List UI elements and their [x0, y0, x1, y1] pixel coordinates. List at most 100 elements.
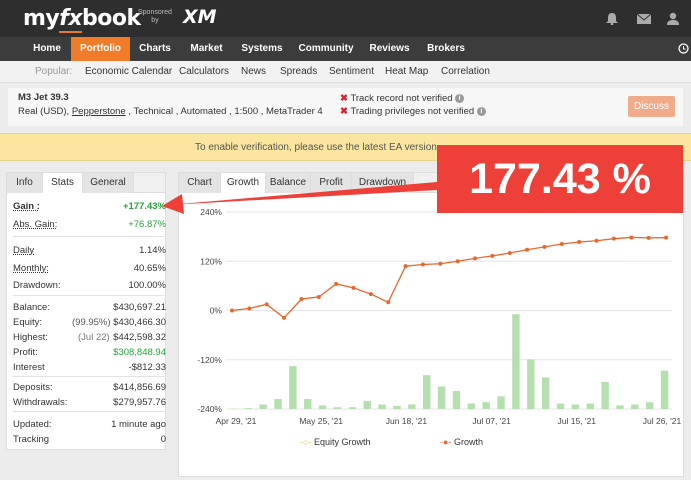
- mail-icon[interactable]: [637, 12, 651, 25]
- chart-panel: Chart Growth Balance Profit Drawdown: [178, 172, 684, 477]
- bell-icon[interactable]: [605, 12, 619, 25]
- growth-point: [473, 256, 478, 261]
- volume-bar: [452, 390, 461, 409]
- volume-bar: [408, 404, 416, 409]
- volume-bar: [616, 405, 624, 409]
- tab-profit[interactable]: Profit: [311, 173, 352, 193]
- y-tick-label: -120%: [197, 355, 222, 365]
- subnav-economic-calendar[interactable]: Economic Calendar: [85, 66, 173, 77]
- subnav-sentiment[interactable]: Sentiment: [329, 66, 375, 77]
- tab-info[interactable]: Info: [7, 173, 43, 193]
- volume-bar: [467, 403, 476, 409]
- growth-point: [542, 244, 547, 249]
- volume-bar: [348, 407, 357, 409]
- subnav-news[interactable]: News: [241, 66, 267, 77]
- growth-point: [664, 235, 668, 240]
- nav-community[interactable]: Community: [298, 43, 354, 54]
- broker-link[interactable]: Pepperstone: [71, 106, 126, 117]
- nav-systems[interactable]: Systems: [241, 43, 283, 54]
- y-tick-label: -240%: [197, 404, 222, 414]
- info-icon[interactable]: i: [455, 93, 465, 103]
- growth-point: [264, 302, 269, 307]
- trading-privileges-warning: ✖ Trading privileges not verified i: [340, 106, 486, 117]
- volume-bar: [512, 314, 520, 409]
- user-icon[interactable]: [666, 12, 680, 25]
- volume-bar: [289, 366, 297, 409]
- volume-bar: [244, 408, 253, 409]
- volume-bar: [601, 381, 609, 409]
- discuss-button[interactable]: Discuss: [628, 96, 675, 117]
- xm-logo[interactable]: XM: [183, 6, 217, 28]
- top-bar: myfxbook Sponsored by XM: [0, 0, 691, 37]
- nav-reviews[interactable]: Reviews: [369, 43, 410, 54]
- x-tick-label: May 25, '21: [299, 416, 343, 426]
- subnav-spreads[interactable]: Spreads: [280, 66, 318, 77]
- y-tick-label: 120%: [200, 256, 222, 266]
- divider: [13, 295, 166, 296]
- volume-bar: [274, 399, 282, 409]
- growth-point: [577, 239, 582, 244]
- legend-growth[interactable]: -●- Growth: [440, 437, 483, 447]
- volume-bar: [318, 405, 327, 409]
- growth-point: [230, 308, 234, 313]
- volume-bar: [304, 399, 312, 409]
- nav-portfolio[interactable]: Portfolio: [71, 37, 130, 61]
- sub-nav: Popular: Economic Calendar Calculators N…: [0, 61, 691, 83]
- growth-point: [646, 235, 651, 240]
- gain-callout: 177.43 %: [437, 145, 683, 213]
- growth-point: [368, 292, 373, 297]
- volume-bar: [586, 403, 594, 409]
- growth-point: [629, 235, 634, 240]
- nav-charts[interactable]: Charts: [139, 43, 171, 54]
- growth-point: [594, 238, 599, 243]
- volume-bar: [259, 404, 267, 409]
- subnav-calculators[interactable]: Calculators: [179, 66, 230, 77]
- tab-stats[interactable]: Stats: [43, 173, 83, 193]
- volume-bar: [333, 407, 342, 409]
- main-nav: Home Portfolio Charts Market Systems Com…: [0, 37, 691, 61]
- y-tick-label: 0%: [210, 306, 223, 316]
- volume-bar: [497, 396, 505, 409]
- callout-arrow-head: [162, 194, 184, 214]
- growth-point: [386, 300, 391, 305]
- tab-growth[interactable]: Growth: [221, 173, 266, 193]
- growth-point: [282, 315, 287, 320]
- myfxbook-logo[interactable]: myfxbook: [23, 6, 141, 33]
- info-icon[interactable]: i: [476, 106, 486, 116]
- popular-label: Popular:: [35, 66, 73, 77]
- growth-point: [403, 264, 408, 269]
- nav-home[interactable]: Home: [33, 43, 61, 54]
- tab-general[interactable]: General: [83, 173, 134, 193]
- volume-bar: [541, 377, 550, 409]
- volume-bar: [422, 375, 431, 409]
- tab-chart[interactable]: Chart: [179, 173, 221, 193]
- volume-bar: [527, 359, 535, 409]
- growth-point: [420, 262, 425, 267]
- subnav-correlation[interactable]: Correlation: [441, 66, 490, 77]
- clock-icon[interactable]: [678, 43, 689, 54]
- track-record-warning: ✖ Track record not verified i: [340, 93, 465, 104]
- x-tick-label: Jun 18, '21: [386, 416, 428, 426]
- tab-balance[interactable]: Balance: [266, 173, 311, 193]
- legend-growth-marker: -●-: [440, 437, 452, 447]
- divider: [13, 411, 166, 412]
- growth-point: [490, 253, 495, 258]
- system-header: M3 Jet 39.3 Real (USD), Pepperstone , Te…: [8, 88, 683, 126]
- volume-bar: [437, 386, 446, 409]
- nav-market[interactable]: Market: [190, 43, 223, 54]
- x-tick-label: Jul 15, '21: [558, 416, 597, 426]
- volume-bar: [631, 404, 639, 409]
- nav-brokers[interactable]: Brokers: [427, 43, 465, 54]
- growth-point: [316, 294, 321, 299]
- growth-point: [247, 306, 252, 311]
- volume-bar: [393, 405, 401, 409]
- growth-point: [525, 247, 530, 252]
- legend-equity-growth[interactable]: -○- Equity Growth: [300, 437, 371, 447]
- divider: [13, 236, 166, 237]
- volume-bar: [660, 370, 669, 409]
- growth-point: [351, 285, 356, 290]
- system-title: M3 Jet 39.3: [18, 92, 69, 103]
- subnav-heat-map[interactable]: Heat Map: [385, 66, 429, 77]
- x-icon: ✖: [340, 93, 348, 104]
- volume-bar: [556, 403, 565, 409]
